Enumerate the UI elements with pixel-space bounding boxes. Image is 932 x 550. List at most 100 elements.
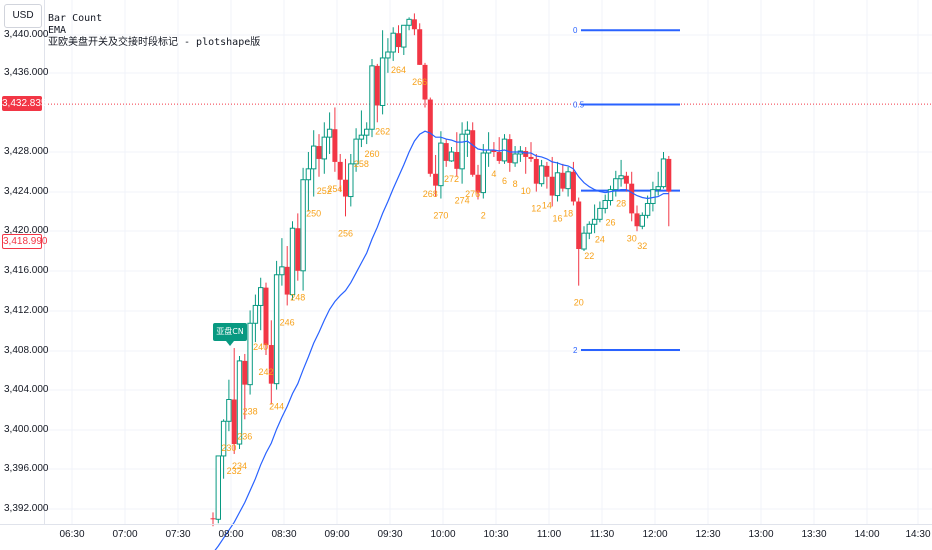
candle-body-down [263, 287, 269, 346]
bar-count-label: 234 [232, 461, 247, 471]
candle-body-up [220, 420, 227, 457]
candle-body-down [295, 228, 301, 271]
time-tick: 13:30 [801, 529, 827, 540]
candle-body-down [332, 129, 338, 162]
candle-body-up [655, 186, 661, 191]
bar-count-label: 10 [521, 186, 531, 196]
time-tick: 09:30 [377, 529, 403, 540]
asia-session-marker: 亚盘CN [213, 323, 247, 341]
candle-body-up [379, 57, 386, 106]
bar-count-label: 274 [455, 196, 470, 206]
candle-body-down [411, 19, 417, 30]
candle-body-up [215, 455, 222, 520]
time-tick: 11:30 [589, 529, 615, 540]
candle-body-up [613, 178, 619, 191]
legend-session-marker[interactable]: 亚欧美盘开关及交接时段标记 - plotshape版 [48, 37, 261, 48]
candle-body-up [311, 145, 317, 170]
candle-body-down [666, 158, 672, 192]
candle-body-down [242, 360, 248, 385]
bar-count-label: 238 [243, 407, 258, 417]
candle-body-down [629, 183, 635, 214]
candle-body-down [427, 99, 433, 174]
bar-count-label: 30 [627, 233, 637, 243]
ema-price-tag: 3,418.990 [2, 234, 48, 249]
candle-body-up [644, 202, 651, 216]
bar-count-label: 24 [595, 234, 605, 244]
fib-level-label: 0.5 [573, 100, 585, 109]
price-tick: 3,412.000 [4, 305, 49, 316]
candle-body-down [396, 33, 401, 48]
time-tick: 11:00 [536, 529, 562, 540]
time-tick: 12:30 [695, 529, 721, 540]
candle-body-down [284, 266, 290, 295]
bar-count-label: 240 [253, 342, 268, 352]
price-tick: 3,424.000 [4, 186, 49, 197]
candle-body-down [507, 139, 513, 163]
candle-body-up [279, 266, 285, 276]
bar-count-label: 2 [481, 211, 486, 221]
legend-bar-count[interactable]: Bar Count [48, 13, 103, 24]
candle-body-up [247, 322, 253, 386]
price-tick: 3,408.000 [4, 345, 49, 356]
candle-body-up [385, 51, 391, 59]
candle-body-up [618, 175, 624, 180]
bar-count-label: 16 [552, 214, 562, 224]
candle-body-up [305, 168, 312, 181]
bar-count-label: 254 [327, 184, 342, 194]
candle-body-up [565, 171, 571, 190]
candle-body-down [316, 146, 322, 159]
bar-count-label: 258 [354, 159, 369, 169]
candle-body-down [443, 143, 449, 161]
bar-count-label: 256 [338, 228, 353, 238]
bar-count-label: 250 [306, 209, 321, 219]
candle-body-down [470, 130, 476, 175]
candle-body-up [438, 142, 444, 187]
candle-body-up [321, 136, 328, 160]
currency-button[interactable]: USD [4, 4, 42, 28]
time-tick: 08:30 [271, 529, 297, 540]
candle-body-up [607, 189, 614, 202]
candle-body-down [523, 151, 529, 157]
price-tick: 3,396.000 [4, 463, 49, 474]
candle-body-up [364, 128, 370, 136]
time-tick: 06:30 [59, 529, 85, 540]
candle-body-down [570, 171, 576, 202]
bar-count-label: 20 [574, 298, 584, 308]
indicator-legend: Bar Count EMA 亚欧美盘开关及交接时段标记 - plotshape版 [48, 13, 260, 49]
bar-count-label: 14 [542, 201, 552, 211]
bar-count-label: 264 [391, 65, 406, 75]
candle-body-down [210, 518, 216, 520]
bar-count-label: 276 [465, 189, 480, 199]
candle-body-down [422, 64, 428, 100]
candle-body-up [289, 227, 296, 296]
candle-body-up [660, 158, 667, 188]
candle-body-up [326, 128, 333, 138]
candle-body-down [623, 175, 629, 184]
candle-body-down [337, 161, 343, 180]
bar-count-label: 246 [280, 317, 295, 327]
time-tick: 08:00 [218, 529, 244, 540]
legend-ema[interactable]: EMA [48, 25, 67, 36]
bar-count-label: 26 [605, 217, 615, 227]
time-scale-border [0, 524, 932, 525]
candle-body-up [390, 32, 396, 53]
fib-level-label: 2 [573, 346, 578, 355]
candle-body-up [226, 399, 232, 422]
bar-count-label: 8 [513, 179, 518, 189]
bar-count-label: 28 [616, 199, 626, 209]
candle-body-up [480, 152, 487, 194]
candle-body-up [459, 133, 465, 170]
asia-session-marker-arrow [226, 341, 234, 346]
price-scale-border [44, 0, 45, 524]
candle-body-up [581, 232, 587, 250]
price-tick: 3,428.000 [4, 146, 49, 157]
candle-body-down [528, 156, 534, 159]
candle-body-up [348, 163, 354, 198]
ema-line [214, 130, 669, 550]
time-tick: 14:30 [905, 529, 931, 540]
candle-body-down [268, 345, 274, 384]
candle-body-up [464, 129, 471, 135]
candle-body-up [650, 189, 656, 204]
